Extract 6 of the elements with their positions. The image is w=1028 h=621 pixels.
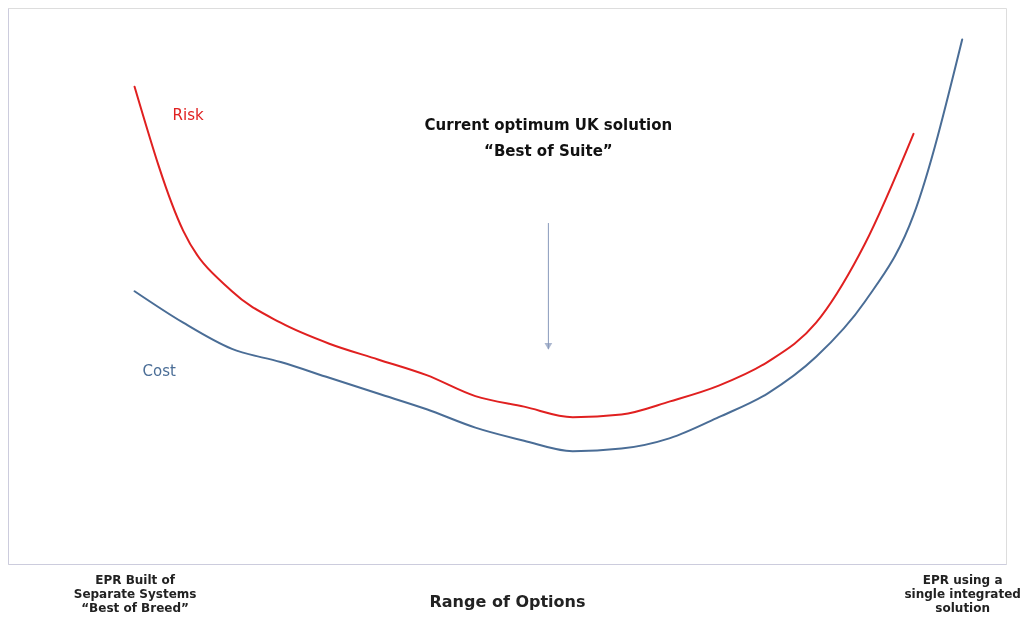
x-tick-label: EPR Built of Separate Systems “Best of Breed”	[73, 572, 197, 615]
series-label: Risk	[172, 105, 204, 124]
text: Cost	[142, 362, 177, 381]
x-axis-title: Range of Options	[429, 591, 586, 611]
x-tick-label: EPR using a single integrated solution	[904, 572, 1021, 615]
annotation: Current optimum UK solution “Best of Suite”	[424, 116, 673, 161]
